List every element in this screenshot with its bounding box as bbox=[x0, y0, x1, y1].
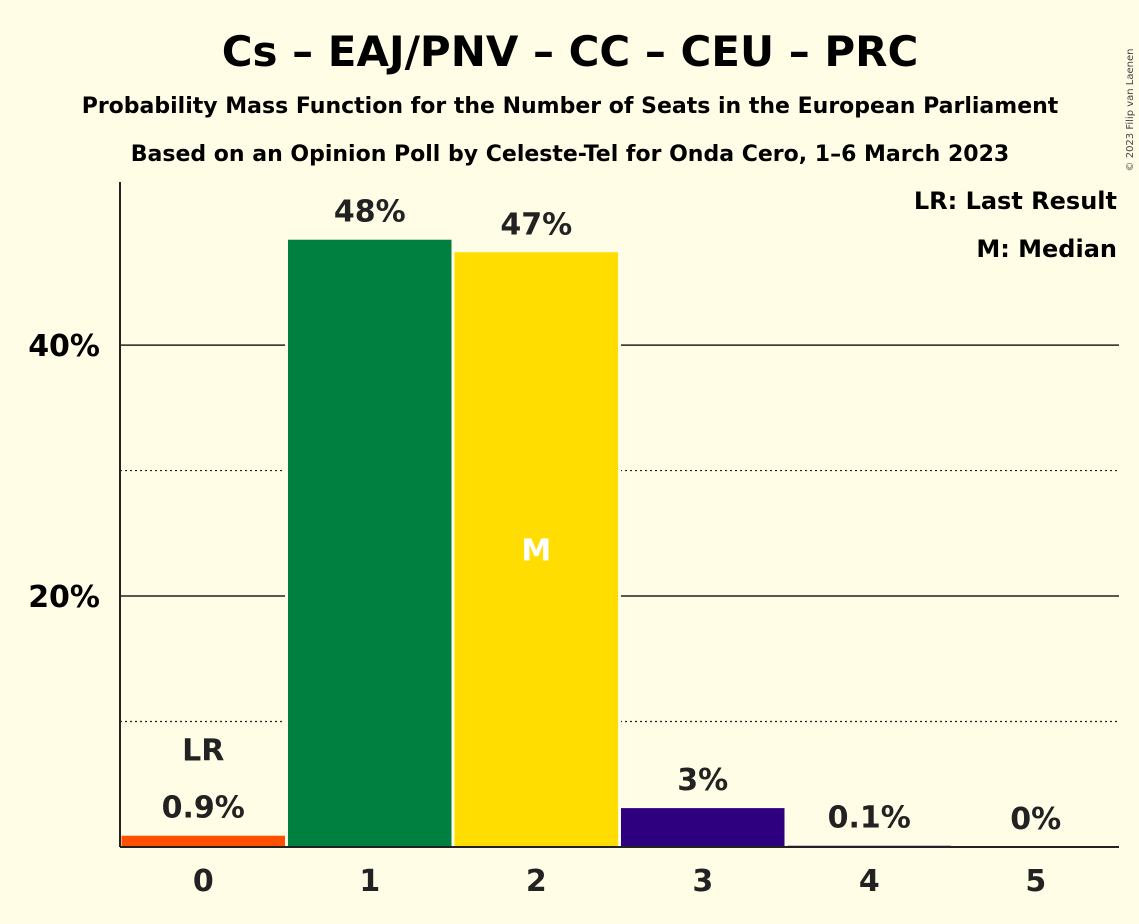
bar-seats-2 bbox=[454, 252, 618, 847]
last-result-marker: LR bbox=[182, 734, 224, 769]
data-label: 48% bbox=[334, 195, 406, 230]
chart-title: Cs – EAJ/PNV – CC – CEU – PRC bbox=[222, 27, 919, 76]
chart-subtitle-2: Based on an Opinion Poll by Celeste-Tel … bbox=[131, 142, 1009, 167]
data-label: 0.1% bbox=[828, 801, 911, 836]
x-tick-label: 4 bbox=[859, 864, 880, 899]
legend-median: M: Median bbox=[976, 235, 1117, 263]
x-tick-label: 1 bbox=[359, 864, 380, 899]
x-tick-label: 5 bbox=[1025, 864, 1046, 899]
data-label: 3% bbox=[677, 763, 728, 798]
bar-seats-0 bbox=[121, 835, 285, 847]
median-marker: M bbox=[521, 534, 551, 569]
axes bbox=[119, 182, 1119, 848]
bar-seats-1 bbox=[288, 239, 452, 847]
chart-subtitle-1: Probability Mass Function for the Number… bbox=[82, 94, 1059, 119]
bars bbox=[118, 239, 954, 847]
data-labels: 0.9% 0 LR 48% 1 47% 2 M 3% 3 0.1% 4 0% 5 bbox=[162, 195, 1062, 899]
y-tick-label: 40% bbox=[28, 329, 100, 364]
copyright-notice: © 2023 Filip van Laenen bbox=[1125, 49, 1136, 172]
y-tick-label: 20% bbox=[28, 580, 100, 615]
legend-last-result: LR: Last Result bbox=[914, 187, 1117, 215]
bar-seats-3 bbox=[621, 808, 785, 847]
data-label: 0.9% bbox=[162, 791, 245, 826]
x-tick-label: 2 bbox=[526, 864, 547, 899]
data-label: 47% bbox=[500, 207, 572, 242]
x-tick-label: 3 bbox=[692, 864, 713, 899]
data-label: 0% bbox=[1010, 802, 1061, 837]
x-tick-label: 0 bbox=[193, 864, 214, 899]
